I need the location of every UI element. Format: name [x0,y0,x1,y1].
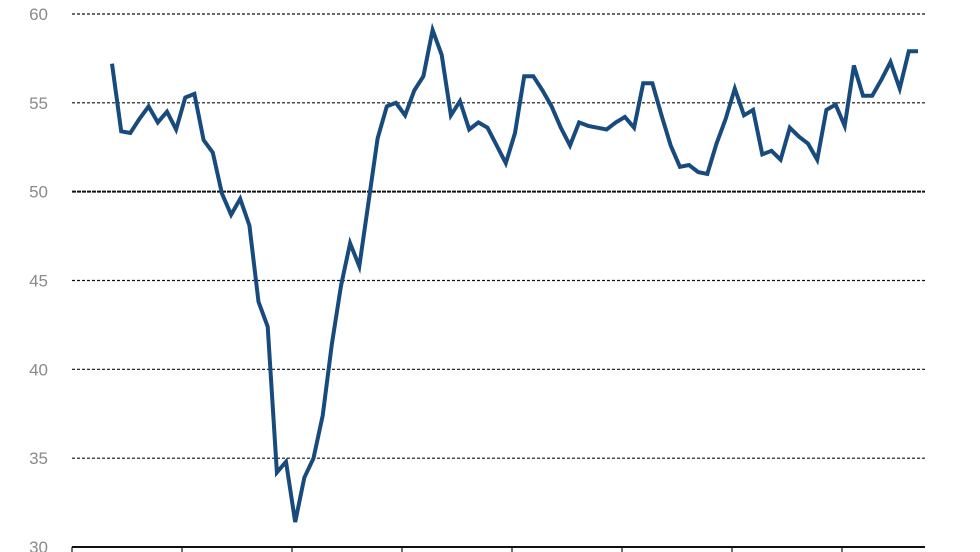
y-tick-label: 50 [29,183,48,202]
y-tick-label: 40 [29,360,48,379]
y-tick-label: 35 [29,449,48,468]
y-tick-label: 60 [29,5,48,24]
series-line [110,22,918,523]
y-tick-label: 45 [29,272,48,291]
y-tick-label: 30 [29,538,48,552]
y-tick-label: 55 [29,94,48,113]
